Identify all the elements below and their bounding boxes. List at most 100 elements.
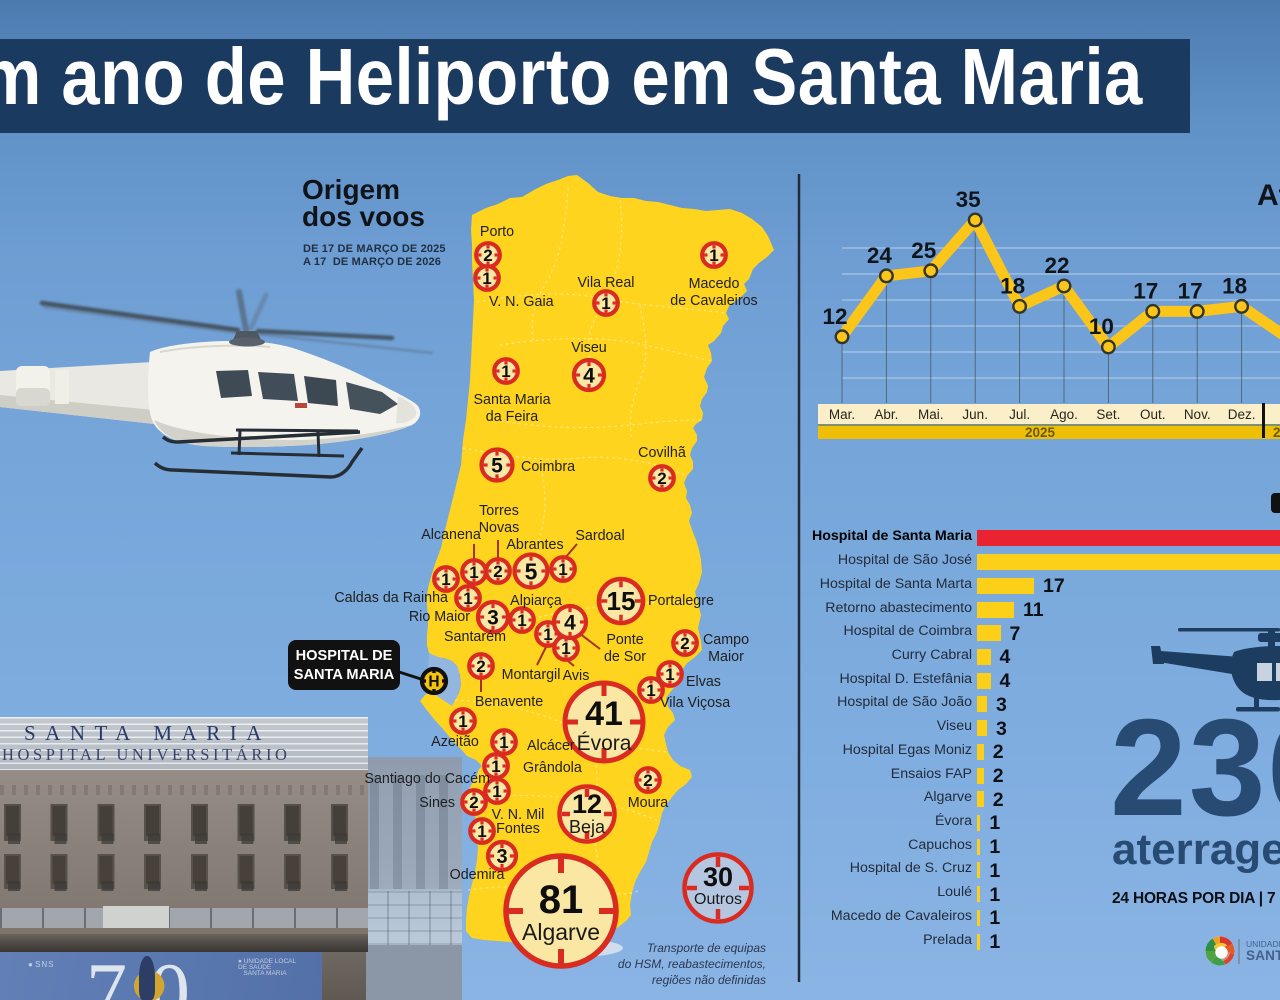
svg-text:Coimbra: Coimbra <box>521 459 575 475</box>
svg-text:1: 1 <box>646 681 655 700</box>
svg-text:HOSPITAL DE: HOSPITAL DE <box>296 648 393 664</box>
svg-text:Aterragens: Aterragens <box>1257 179 1280 212</box>
svg-text:Benavente: Benavente <box>475 694 543 710</box>
svg-text:Rio Maior: Rio Maior <box>409 609 470 625</box>
svg-text:4: 4 <box>583 365 595 388</box>
svg-text:Jun.: Jun. <box>962 407 988 422</box>
svg-text:17: 17 <box>1133 278 1158 303</box>
svg-text:Odemira: Odemira <box>450 867 505 883</box>
svg-text:1: 1 <box>558 560 567 579</box>
svg-text:Sardoal: Sardoal <box>575 528 624 544</box>
svg-text:Santa Maria: Santa Maria <box>473 392 550 408</box>
svg-text:V. N. Mil: V. N. Mil <box>492 807 545 823</box>
svg-text:1: 1 <box>482 269 491 288</box>
svg-text:Ponte: Ponte <box>606 632 643 648</box>
svg-text:1: 1 <box>463 589 472 608</box>
svg-text:Portalegre: Portalegre <box>648 593 714 609</box>
svg-text:2: 2 <box>493 562 502 581</box>
svg-text:Jul.: Jul. <box>1009 407 1030 422</box>
svg-text:1: 1 <box>441 570 450 589</box>
svg-text:Alcanena: Alcanena <box>421 527 481 543</box>
svg-text:Sines: Sines <box>419 795 455 811</box>
svg-text:1: 1 <box>469 563 478 582</box>
svg-text:Viseu: Viseu <box>571 340 607 356</box>
svg-text:5: 5 <box>491 455 503 478</box>
svg-text:1: 1 <box>543 625 552 644</box>
svg-text:H: H <box>428 674 439 691</box>
svg-text:Outros: Outros <box>694 891 742 908</box>
svg-text:2025: 2025 <box>1025 425 1056 440</box>
svg-text:da Feira: da Feira <box>486 409 538 425</box>
svg-text:25: 25 <box>911 238 936 263</box>
svg-text:3: 3 <box>487 607 499 630</box>
svg-text:2: 2 <box>476 657 485 676</box>
svg-text:15: 15 <box>607 586 636 616</box>
svg-text:Alcácer: Alcácer <box>527 738 575 754</box>
svg-text:1: 1 <box>709 246 718 265</box>
svg-text:Macedo: Macedo <box>689 276 740 292</box>
svg-text:1: 1 <box>499 733 508 752</box>
svg-text:Set.: Set. <box>1096 407 1120 422</box>
svg-text:Grândola: Grândola <box>523 760 582 776</box>
svg-text:Dez.: Dez. <box>1228 407 1256 422</box>
svg-text:Torres: Torres <box>479 503 519 519</box>
svg-text:Abrantes: Abrantes <box>506 537 563 553</box>
svg-text:22: 22 <box>1044 253 1069 278</box>
svg-text:Transporte de equipas: Transporte de equipas <box>647 941 766 955</box>
svg-text:1: 1 <box>601 294 610 313</box>
svg-text:Vila Real: Vila Real <box>578 275 635 291</box>
svg-text:12: 12 <box>572 789 602 819</box>
svg-text:Porto: Porto <box>480 224 514 240</box>
svg-text:30: 30 <box>703 862 733 892</box>
svg-text:1: 1 <box>458 712 467 731</box>
svg-text:1: 1 <box>665 665 674 684</box>
svg-text:1: 1 <box>491 757 500 776</box>
svg-text:Caldas da Rainha: Caldas da Rainha <box>334 590 448 606</box>
svg-text:41: 41 <box>585 695 623 733</box>
svg-text:24: 24 <box>867 243 893 268</box>
svg-text:81: 81 <box>539 878 584 922</box>
svg-text:Elvas: Elvas <box>686 674 721 690</box>
svg-text:1: 1 <box>501 362 510 381</box>
svg-text:Ago.: Ago. <box>1050 407 1078 422</box>
svg-text:V. N. Gaia: V. N. Gaia <box>489 294 554 310</box>
svg-text:35: 35 <box>956 187 981 212</box>
svg-text:Algarve: Algarve <box>522 919 600 945</box>
svg-text:Covilhã: Covilhã <box>638 445 686 461</box>
svg-text:Abr.: Abr. <box>874 407 898 422</box>
svg-text:de Cavaleiros: de Cavaleiros <box>670 293 757 309</box>
svg-text:Avis: Avis <box>563 668 590 684</box>
svg-text:17: 17 <box>1178 278 1203 303</box>
svg-text:Nov.: Nov. <box>1184 407 1211 422</box>
svg-text:Santiago do Cacém: Santiago do Cacém <box>364 771 490 787</box>
svg-text:Fontes: Fontes <box>496 821 540 837</box>
svg-text:10: 10 <box>1089 314 1114 339</box>
svg-text:5: 5 <box>525 558 538 584</box>
svg-text:regiões não definidas: regiões não definidas <box>652 973 766 987</box>
svg-text:Mai.: Mai. <box>918 407 944 422</box>
svg-text:SANTA MARIA: SANTA MARIA <box>294 667 395 683</box>
svg-text:3: 3 <box>496 846 507 868</box>
svg-text:1: 1 <box>477 822 486 841</box>
svg-text:2: 2 <box>483 246 492 265</box>
svg-text:Alpiarça: Alpiarça <box>510 593 562 609</box>
svg-text:de Sor: de Sor <box>604 649 646 665</box>
svg-text:do HSM, reabastecimentos,: do HSM, reabastecimentos, <box>618 957 766 971</box>
svg-text:Évora: Évora <box>577 732 632 755</box>
svg-text:1: 1 <box>517 611 526 630</box>
svg-text:Out.: Out. <box>1140 407 1166 422</box>
svg-text:Beja: Beja <box>569 817 606 837</box>
svg-text:12: 12 <box>822 304 847 329</box>
svg-text:Novas: Novas <box>479 520 520 536</box>
svg-text:18: 18 <box>1222 273 1247 298</box>
svg-text:2: 2 <box>657 469 666 488</box>
svg-text:18: 18 <box>1000 273 1025 298</box>
svg-text:4: 4 <box>564 612 576 635</box>
svg-text:1: 1 <box>561 639 570 658</box>
svg-text:Azeitão: Azeitão <box>431 734 479 750</box>
svg-text:Mar.: Mar. <box>829 407 855 422</box>
svg-text:2: 2 <box>469 793 478 812</box>
svg-text:Santarém: Santarém <box>444 629 506 645</box>
svg-text:Maior: Maior <box>708 649 744 665</box>
svg-text:2: 2 <box>680 634 689 653</box>
